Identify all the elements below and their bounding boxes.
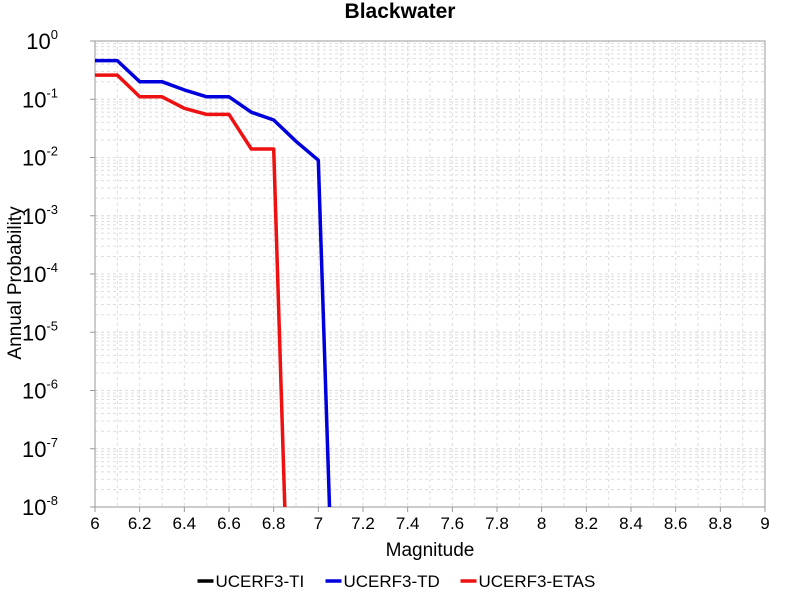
y-tick-label: 10-7 bbox=[22, 435, 58, 462]
legend-label-ucerf3-etas: UCERF3-ETAS bbox=[479, 572, 596, 591]
y-tick-exponent: -1 bbox=[46, 85, 58, 100]
x-tick-label: 7.4 bbox=[396, 514, 420, 533]
y-tick-base: 10 bbox=[22, 379, 46, 404]
y-tick-base: 10 bbox=[22, 437, 46, 462]
x-tick-label: 6.4 bbox=[173, 514, 197, 533]
x-axis: 6 6.2 6.4 6.6 6.8 7 7.2 7.4 7.6 7.8 8 8.2 8.4 8.6 8.8 9 bbox=[90, 507, 770, 533]
x-tick-label: 6.6 bbox=[217, 514, 241, 533]
y-tick-base: 10 bbox=[22, 495, 46, 520]
x-axis-title: Magnitude bbox=[386, 540, 475, 561]
series-line-ucerf3-td bbox=[95, 58, 332, 507]
y-tick-label: 10-1 bbox=[22, 85, 58, 112]
chart-title: Blackwater bbox=[345, 0, 456, 23]
y-tick-exponent: -6 bbox=[46, 377, 58, 392]
y-tick-label: 10-6 bbox=[22, 377, 58, 404]
x-tick-label: 7 bbox=[314, 514, 323, 533]
y-tick-exponent: -3 bbox=[46, 202, 58, 217]
y-tick-exponent: 0 bbox=[51, 27, 58, 42]
y-tick-base: 10 bbox=[22, 204, 46, 229]
y-tick-base: 10 bbox=[22, 87, 46, 112]
x-tick-label: 7.6 bbox=[441, 514, 465, 533]
y-tick-base: 10 bbox=[22, 146, 46, 171]
y-tick-label: 10-5 bbox=[22, 318, 58, 345]
x-tick-label: 8.4 bbox=[619, 514, 643, 533]
x-tick-label: 7.2 bbox=[351, 514, 375, 533]
y-tick-label: 100 bbox=[26, 27, 58, 54]
legend-label-ucerf3-td: UCERF3-TD bbox=[344, 572, 440, 591]
x-tick-label: 6 bbox=[90, 514, 99, 533]
x-tick-label: 8 bbox=[537, 514, 546, 533]
y-tick-exponent: -8 bbox=[46, 493, 58, 508]
series-layer bbox=[95, 58, 332, 507]
y-tick-base: 10 bbox=[22, 262, 46, 287]
y-tick-label: 10-4 bbox=[22, 260, 58, 287]
y-axis-title: Annual Probability bbox=[5, 206, 26, 360]
y-tick-exponent: -7 bbox=[46, 435, 58, 450]
series-line-ucerf3-etas bbox=[95, 73, 287, 507]
y-tick-exponent: -5 bbox=[46, 318, 58, 333]
x-tick-label: 6.8 bbox=[262, 514, 286, 533]
x-tick-label: 8.2 bbox=[575, 514, 599, 533]
y-tick-exponent: -2 bbox=[46, 144, 58, 159]
legend: UCERF3-TI UCERF3-TD UCERF3-ETAS bbox=[197, 572, 596, 591]
y-tick-label: 10-8 bbox=[22, 493, 58, 520]
grid bbox=[94, 40, 766, 508]
y-tick-exponent: -4 bbox=[46, 260, 58, 275]
x-tick-label: 9 bbox=[760, 514, 769, 533]
y-tick-label: 10-2 bbox=[22, 144, 58, 171]
x-tick-label: 8.6 bbox=[664, 514, 688, 533]
x-tick-label: 7.8 bbox=[485, 514, 509, 533]
x-tick-label: 6.2 bbox=[128, 514, 152, 533]
x-tick-label: 8.8 bbox=[709, 514, 733, 533]
y-tick-base: 10 bbox=[26, 29, 50, 54]
y-tick-label: 10-3 bbox=[22, 202, 58, 229]
legend-label-ucerf3-ti: UCERF3-TI bbox=[216, 572, 305, 591]
y-tick-base: 10 bbox=[22, 320, 46, 345]
